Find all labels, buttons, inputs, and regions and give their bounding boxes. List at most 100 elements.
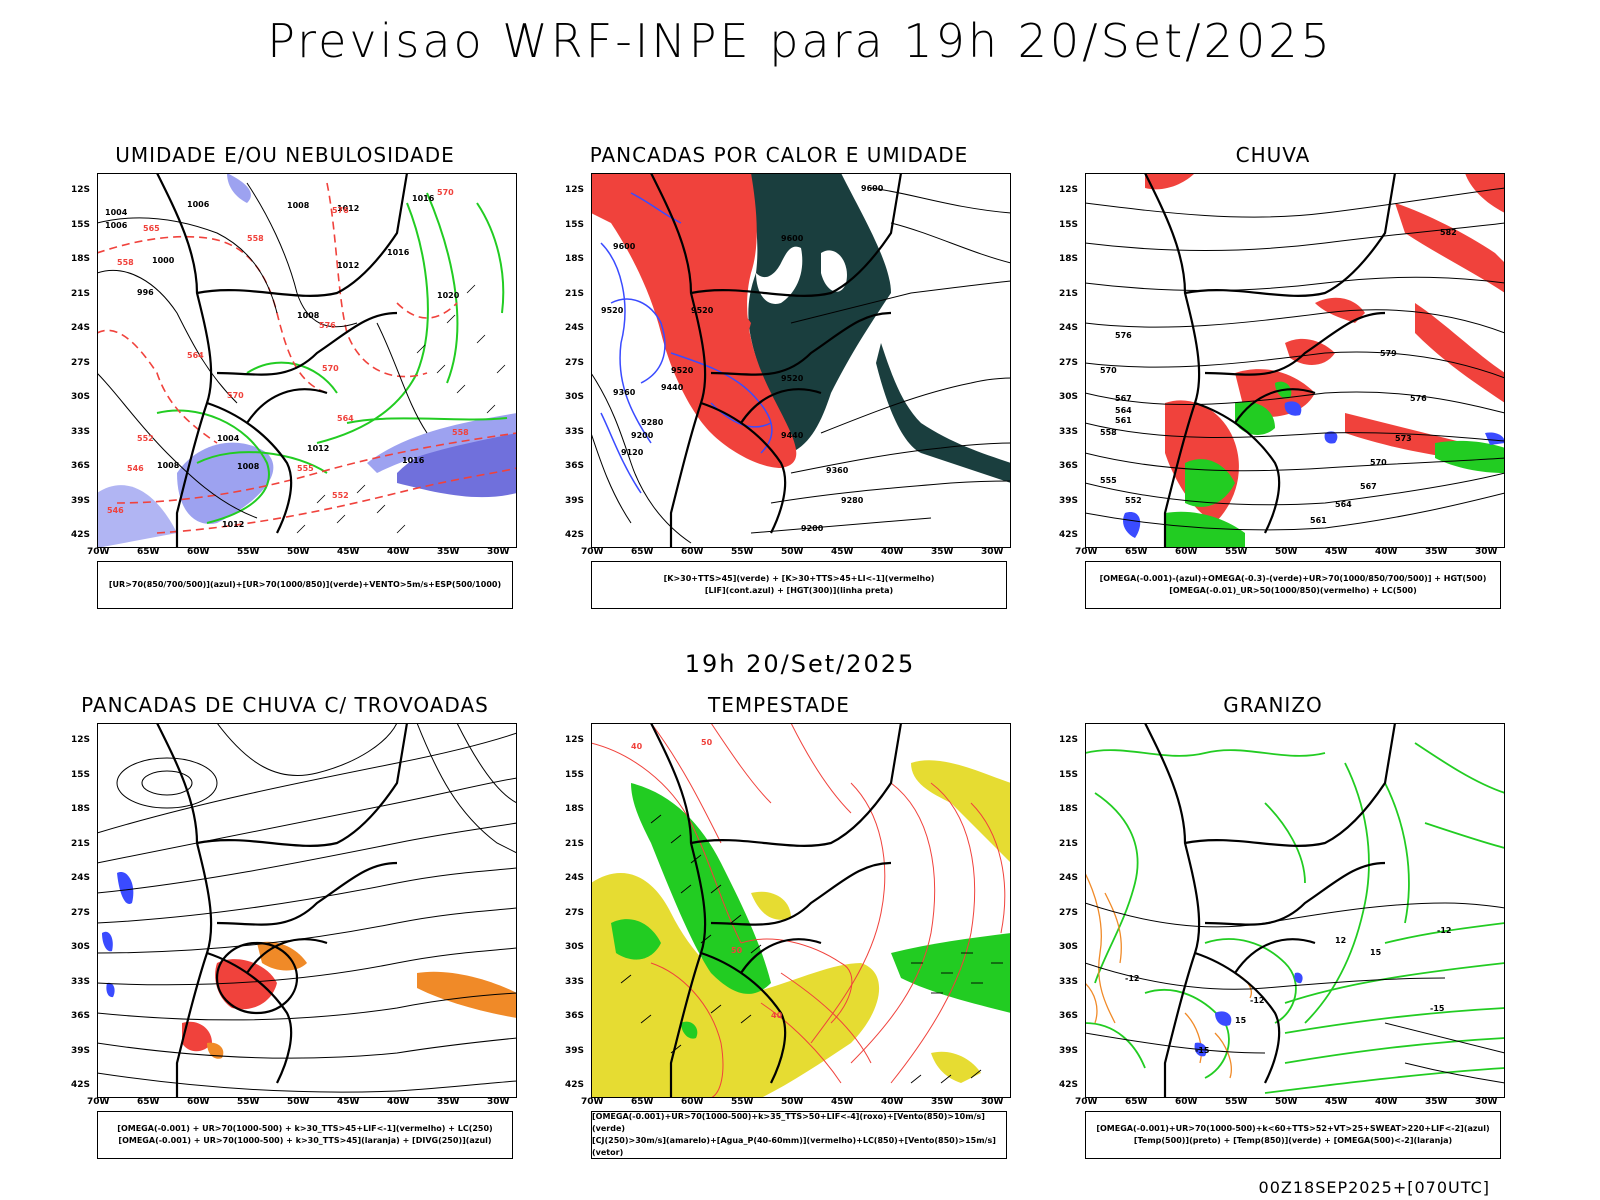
svg-text:558: 558: [247, 234, 264, 243]
lon-tick-label: 40W: [881, 547, 904, 557]
lat-tick-label: 39S: [71, 1045, 91, 1056]
lon-tick-label: 50W: [781, 1097, 804, 1107]
lon-tick-label: 55W: [237, 547, 260, 557]
lat-tick-label: 27S: [565, 907, 585, 918]
lon-tick-label: 45W: [831, 1097, 854, 1107]
lon-tick-label: 30W: [981, 547, 1004, 557]
svg-text:1004: 1004: [217, 434, 240, 443]
lat-tick-label: 12S: [71, 185, 91, 195]
svg-text:570: 570: [1370, 458, 1387, 467]
lon-tick-label: 70W: [87, 1097, 110, 1107]
svg-text:12: 12: [1335, 936, 1346, 945]
svg-text:9360: 9360: [613, 388, 636, 397]
lat-tick-label: 18S: [71, 254, 91, 264]
lon-tick-label: 30W: [487, 547, 510, 557]
lat-tick-label: 39S: [565, 495, 585, 506]
panel-legend: [OMEGA(-0.001)+UR>70(1000-500)+k<60+TTS>…: [1085, 1111, 1501, 1159]
lat-tick-label: 12S: [565, 185, 585, 195]
svg-text:1012: 1012: [337, 261, 359, 270]
svg-text:1008: 1008: [157, 461, 180, 470]
lat-tick-label: 27S: [71, 357, 91, 368]
panel-tempestade: TEMPESTADE: [539, 693, 1019, 1173]
svg-text:9120: 9120: [621, 448, 644, 457]
svg-text:1000: 1000: [152, 256, 175, 265]
svg-text:9520: 9520: [671, 366, 694, 375]
lat-tick-label: 21S: [1059, 288, 1079, 299]
panel-legend: [UR>70(850/700/500)](azul)+[UR>70(1000/8…: [97, 561, 513, 609]
lat-tick-label: 24S: [1059, 873, 1079, 883]
svg-text:576: 576: [319, 321, 336, 330]
lat-tick-label: 27S: [565, 357, 585, 368]
lon-tick-label: 40W: [387, 547, 410, 557]
svg-text:558: 558: [1100, 428, 1117, 437]
map-pancadas: 9600 9600 9600 9520 9520 9520 9440 9360 9280…: [591, 173, 1011, 548]
svg-text:555: 555: [297, 464, 314, 473]
lat-tick-label: 33S: [1059, 976, 1079, 987]
panel-legend: [OMEGA(-0.001)+UR>70(1000-500)+k>35_TTS>…: [591, 1111, 1007, 1159]
lon-tick-label: 45W: [337, 1097, 360, 1107]
lat-tick-label: 12S: [565, 735, 585, 745]
svg-text:558: 558: [117, 258, 134, 267]
lon-tick-label: 45W: [337, 547, 360, 557]
lon-tick-label: 65W: [1125, 547, 1148, 557]
lat-tick-label: 30S: [71, 942, 91, 952]
panel-trovoadas: PANCADAS DE CHUVA C/ TROVOADAS: [45, 693, 525, 1173]
lat-tick-label: 30S: [71, 392, 91, 402]
svg-text:50: 50: [731, 946, 743, 955]
svg-text:564: 564: [1335, 500, 1352, 509]
svg-text:546: 546: [107, 506, 124, 515]
lon-tick-label: 65W: [137, 547, 160, 557]
mid-date-label: 19h 20/Set/2025: [684, 650, 916, 678]
lat-tick-label: 30S: [565, 392, 585, 402]
svg-text:1016: 1016: [387, 248, 410, 257]
lon-tick-label: 35W: [437, 547, 460, 557]
legend-line: [OMEGA(-0.001)-(azul)+OMEGA(-0.3)-(verde…: [1099, 574, 1487, 583]
svg-text:40: 40: [771, 1011, 783, 1020]
lon-tick-label: 30W: [1475, 547, 1498, 557]
lat-tick-label: 33S: [71, 426, 91, 437]
svg-text:9520: 9520: [781, 374, 804, 383]
svg-text:9440: 9440: [781, 431, 804, 440]
legend-line: [Temp(500)](preto) + [Temp(850)](verde) …: [1133, 1136, 1453, 1145]
lat-tick-label: 24S: [71, 323, 91, 333]
svg-text:565: 565: [143, 224, 160, 233]
svg-text:570: 570: [322, 364, 339, 373]
lat-tick-label: 15S: [71, 219, 91, 230]
svg-text:1008: 1008: [287, 201, 310, 210]
lat-tick-label: 24S: [1059, 323, 1079, 333]
lon-tick-label: 70W: [1075, 1097, 1098, 1107]
svg-text:9440: 9440: [661, 383, 684, 392]
lat-tick-label: 21S: [565, 288, 585, 299]
lat-tick-label: 36S: [565, 1011, 585, 1021]
lat-tick-label: 18S: [1059, 804, 1079, 814]
legend-line: [LIF](cont.azul) + [HGT(300)](linha pret…: [704, 586, 894, 595]
lon-tick-label: 65W: [137, 1097, 160, 1107]
lat-tick-label: 33S: [1059, 426, 1079, 437]
lat-tick-label: 18S: [565, 254, 585, 264]
svg-text:1006: 1006: [187, 200, 210, 209]
svg-text:-12: -12: [1437, 926, 1451, 935]
svg-text:582: 582: [1440, 228, 1457, 237]
svg-text:9600: 9600: [613, 242, 636, 251]
lat-tick-label: 18S: [565, 804, 585, 814]
svg-text:9520: 9520: [691, 306, 714, 315]
lat-tick-label: 24S: [565, 323, 585, 333]
lon-tick-label: 60W: [1175, 547, 1198, 557]
panel-granizo: GRANIZO: [1033, 693, 1513, 1173]
lat-tick-label: 33S: [71, 976, 91, 987]
lon-tick-label: 60W: [681, 1097, 704, 1107]
svg-text:1008: 1008: [237, 462, 260, 471]
lon-tick-label: 45W: [1325, 547, 1348, 557]
lat-tick-label: 21S: [1059, 838, 1079, 849]
svg-text:-12: -12: [1125, 974, 1139, 983]
panel-legend: [K>30+TTS>45](verde) + [K>30+TTS>45+LI<-…: [591, 561, 1007, 609]
lat-tick-label: 42S: [565, 1080, 585, 1090]
svg-text:1008: 1008: [297, 311, 320, 320]
main-title: Previsao WRF-INPE para 19h 20/Set/2025: [267, 14, 1333, 68]
panel-title: CHUVA: [1235, 143, 1311, 167]
svg-text:50: 50: [701, 738, 713, 747]
lon-tick-label: 55W: [731, 547, 754, 557]
lon-tick-label: 50W: [1275, 547, 1298, 557]
legend-line: [OMEGA(-0.001)+UR>70(1000-500)+k>35_TTS>…: [592, 1112, 985, 1133]
